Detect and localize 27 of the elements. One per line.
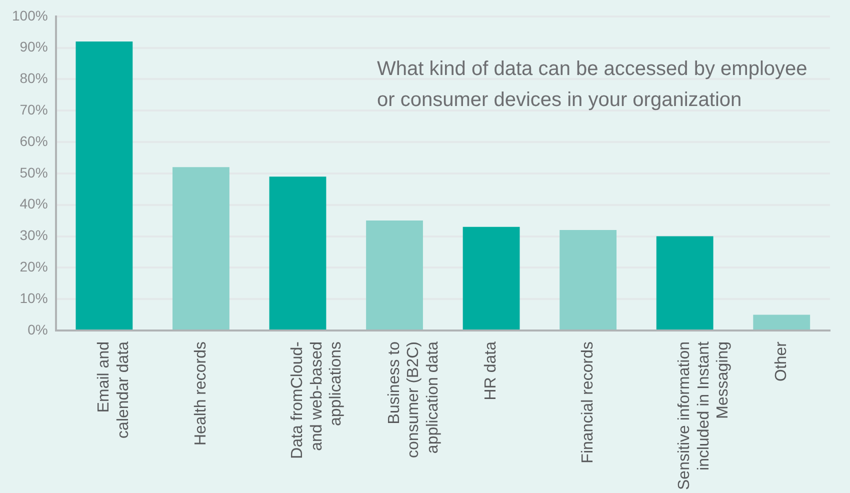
y-tick-label: 20%: [20, 258, 48, 275]
text: What kind of data can be accessed by employee or consumer devices in your organization: [377, 58, 808, 111]
y-tick-label: 0%: [28, 321, 48, 338]
y-tick-label: 70%: [20, 101, 48, 118]
y-tick-label: 30%: [20, 227, 48, 244]
bar: [560, 230, 617, 330]
bar: [462, 226, 520, 330]
x-tick-label: Email and calendar data: [96, 341, 132, 438]
y-tick-label: 40%: [20, 196, 48, 212]
y-tick-label: 10%: [20, 290, 48, 306]
bar: [76, 42, 133, 330]
x-tick-label: Sensitive information included in Instant Messaging: [676, 340, 732, 490]
bar: [269, 176, 326, 330]
bar: [656, 236, 714, 330]
y-tick-label: 60%: [20, 132, 48, 149]
x-tick-label: HR data: [482, 341, 500, 400]
y-tick-label: 100%: [12, 7, 48, 24]
bar: [366, 220, 423, 330]
bar: [753, 314, 810, 330]
bar: [172, 167, 230, 330]
y-tick-label: 50%: [20, 164, 48, 180]
x-tick-label: Financial records: [579, 341, 596, 464]
y-tick-label: 90%: [20, 38, 48, 55]
y-tick-label: 80%: [20, 70, 48, 86]
x-tick-label: Data fromCloud- and web-based applications: [289, 341, 345, 459]
x-tick-label: Other: [773, 340, 790, 382]
x-tick-label: Health records: [192, 341, 210, 446]
